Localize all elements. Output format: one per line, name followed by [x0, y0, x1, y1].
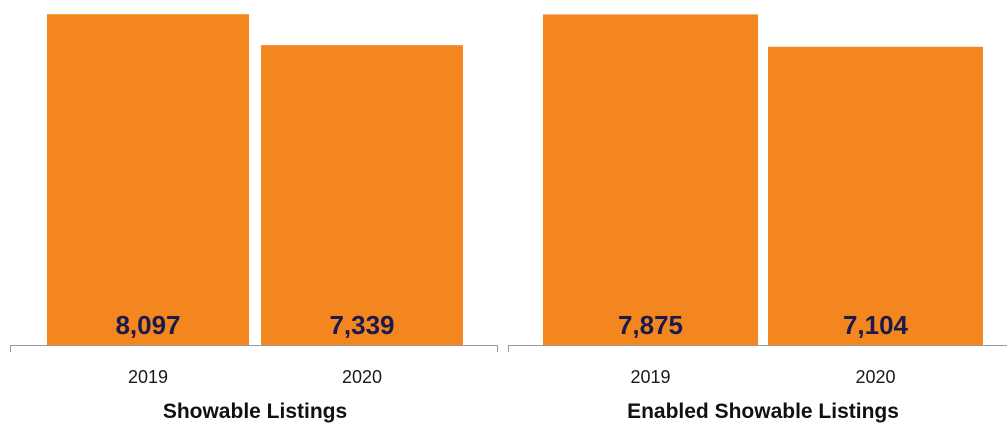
data-label: 8,097	[115, 310, 180, 340]
x-tick-label: 2020	[855, 367, 895, 387]
enabled-showable-listings-chart: 7,875 2019 7,104 2020 Enabled Showable Listi…	[508, 14, 1007, 423]
bar-2019	[47, 14, 249, 346]
showable-listings-chart: 8,097 2019 7,339 2020 Showable Listings	[10, 14, 498, 423]
bar-2020	[768, 46, 983, 345]
data-label: 7,339	[329, 310, 394, 340]
data-label: 7,875	[618, 310, 683, 340]
chart-title: Showable Listings	[163, 400, 347, 423]
bar-2020	[261, 45, 463, 346]
x-tick-label: 2019	[128, 367, 168, 387]
x-tick-label: 2019	[630, 367, 670, 387]
x-tick-label: 2020	[342, 367, 382, 387]
chart-title: Enabled Showable Listings	[627, 400, 899, 423]
bar-2019	[543, 14, 758, 345]
data-label: 7,104	[843, 310, 909, 340]
